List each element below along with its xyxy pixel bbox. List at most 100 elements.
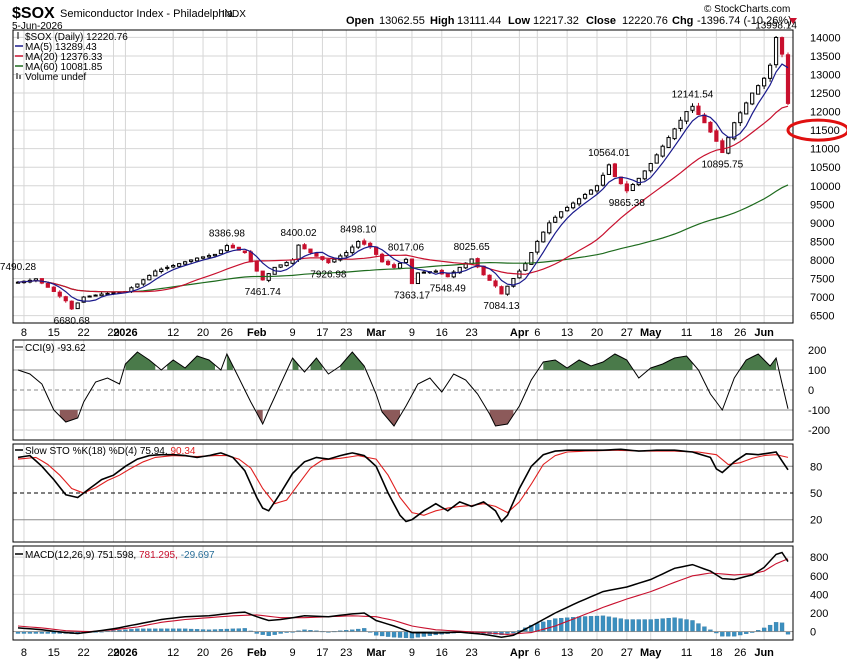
x-tick-label: 23 <box>466 647 478 659</box>
x-tick-label: 17 <box>316 647 328 659</box>
x-tick-label: 13 <box>561 647 573 659</box>
price-panel: 6500 7000 7500 8000 8500 9000 9500 10000 10500 11… <box>0 20 847 339</box>
low-value: 12217.32 <box>533 15 579 27</box>
candle-body <box>165 266 170 269</box>
macd-histogram-bar <box>564 617 570 632</box>
candle-body <box>451 271 456 278</box>
candle-body <box>403 258 409 263</box>
volume-legend-label: Volume undef <box>25 72 86 83</box>
candle-body <box>284 261 289 267</box>
price-tick-label: 7000 <box>810 292 834 304</box>
candle-body <box>147 274 152 281</box>
candle-body <box>75 302 80 310</box>
candle-body <box>666 137 671 148</box>
candle-body <box>648 163 653 172</box>
ma20-legend-label: MA(20) 12376.33 <box>25 52 103 63</box>
price-annotation: 7084.13 <box>483 301 520 312</box>
price-annotation: 7461.74 <box>245 287 282 298</box>
cci-positive-fill <box>650 356 693 370</box>
candle-body <box>99 293 104 297</box>
macd-histogram-bar <box>732 631 737 637</box>
macd-histogram-bar <box>600 615 606 632</box>
macd-histogram-bar <box>726 631 731 637</box>
x-tick-label: 9 <box>409 327 415 339</box>
price-annotation: 9865.38 <box>609 198 646 209</box>
cci-positive-fill <box>292 358 299 370</box>
candle-body <box>684 111 689 122</box>
macd-histogram-bar <box>236 628 242 632</box>
candle-body <box>409 258 415 285</box>
x-tick-label: 11 <box>681 327 692 339</box>
candle-body <box>582 193 588 199</box>
macd-panel: 800 600 400 200 0 MACD(12,26,9) 751.598, 781.… <box>12 545 828 659</box>
ma5-legend-label: MA(5) 13289.43 <box>25 42 97 53</box>
candle-body <box>278 264 283 268</box>
macd-histogram-bar <box>773 622 779 632</box>
macd-histogram-bar <box>177 628 182 632</box>
candle-body <box>690 105 695 111</box>
macd-histogram-bar <box>141 628 146 632</box>
open-value: 13062.55 <box>379 15 425 27</box>
macd-hist-value: -29.697 <box>181 550 215 561</box>
macd-histogram-bar <box>266 631 271 636</box>
candle-body <box>105 292 110 295</box>
candle-body <box>391 264 397 268</box>
macd-histogram-bar <box>159 628 164 632</box>
index-name: Semiconductor Index - Philadelphia <box>60 8 234 20</box>
candle-body <box>87 295 92 298</box>
price-tick-label: 8000 <box>810 255 834 267</box>
macd-histogram-bar <box>379 631 385 637</box>
cci-positive-fill <box>740 354 777 370</box>
macd-histogram-bar <box>391 631 397 638</box>
copyright-label: © StockCharts.com <box>704 4 790 15</box>
x-tick-label: May <box>640 647 662 659</box>
x-tick-label: 17 <box>316 327 328 339</box>
candle-body <box>308 248 313 254</box>
candle-body <box>159 268 164 272</box>
candle-body <box>135 283 140 288</box>
macd-histogram-bar <box>684 619 689 632</box>
macd-tick-label: 0 <box>810 627 816 639</box>
candle-body <box>738 112 743 124</box>
price-tick-label: 10500 <box>810 162 841 174</box>
cci-panel-frame <box>12 339 794 441</box>
candle-body <box>630 184 635 192</box>
candle-body <box>15 281 21 284</box>
x-tick-label: 23 <box>466 327 478 339</box>
price-annotation: 8025.65 <box>454 242 491 253</box>
x-tick-label: 20 <box>197 647 209 659</box>
macd-histogram-bar <box>403 631 409 638</box>
price-annotation: 7548.49 <box>430 284 467 295</box>
macd-panel-frame <box>12 545 794 641</box>
candle-body <box>385 260 391 266</box>
x-tick-label: Feb <box>247 647 267 659</box>
x-tick-label: 26 <box>734 327 746 339</box>
candle-body <box>744 102 749 115</box>
candle-body <box>762 77 767 87</box>
candle-body <box>194 257 200 262</box>
cci-tick-label: 200 <box>808 345 826 357</box>
candle-body <box>523 263 528 271</box>
candle-body <box>326 259 331 264</box>
candle-body <box>230 244 235 249</box>
x-tick-label: Mar <box>366 327 386 339</box>
candle-body <box>708 121 713 133</box>
candle-body <box>218 249 224 255</box>
candle-body <box>600 174 606 186</box>
candle-body <box>445 272 450 278</box>
x-tick-label: 6 <box>534 647 540 659</box>
cci-positive-fill <box>340 352 365 370</box>
candle-body <box>57 291 62 297</box>
candle-body <box>397 262 403 269</box>
macd-histogram-bar <box>272 631 277 635</box>
candle-body <box>553 216 558 223</box>
candle-body <box>750 92 755 105</box>
down-arrow-icon <box>789 18 797 24</box>
macd-histogram-bar <box>397 631 403 638</box>
price-legend-label: $SOX (Daily) 12220.76 <box>25 32 128 43</box>
price-annotation: 8386.98 <box>209 229 246 240</box>
price-annotation: 13998.14 <box>755 20 797 31</box>
candle-body <box>505 285 510 295</box>
candle-body <box>224 245 230 252</box>
